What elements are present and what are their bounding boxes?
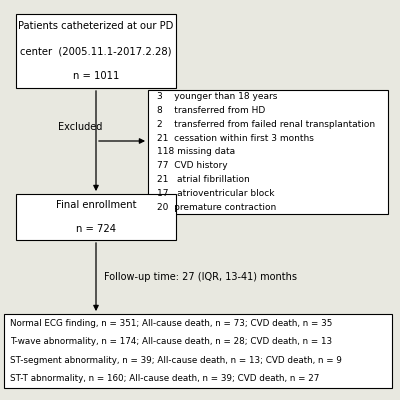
Text: T-wave abnormality, n = 174; All-cause death, n = 28; CVD death, n = 13: T-wave abnormality, n = 174; All-cause d… [10,337,332,346]
FancyBboxPatch shape [148,90,388,214]
Text: ST-segment abnormality, n = 39; All-cause death, n = 13; CVD death, n = 9: ST-segment abnormality, n = 39; All-caus… [10,356,342,365]
Text: 20  premature contraction: 20 premature contraction [157,203,276,212]
Text: n = 724: n = 724 [76,224,116,234]
FancyBboxPatch shape [16,194,176,240]
Text: 17   atrioventricular block: 17 atrioventricular block [157,189,274,198]
Text: Normal ECG finding, n = 351; All-cause death, n = 73; CVD death, n = 35: Normal ECG finding, n = 351; All-cause d… [10,319,332,328]
Text: Final enrollment: Final enrollment [56,200,136,210]
Text: 21   atrial fibrillation: 21 atrial fibrillation [157,175,250,184]
Text: 3    younger than 18 years: 3 younger than 18 years [157,92,277,101]
Text: Follow-up time: 27 (IQR, 13-41) months: Follow-up time: 27 (IQR, 13-41) months [104,272,296,282]
Text: 118 missing data: 118 missing data [157,148,235,156]
Text: center  (2005.11.1-2017.2.28): center (2005.11.1-2017.2.28) [20,46,172,56]
Text: 8    transferred from HD: 8 transferred from HD [157,106,265,115]
Text: Excluded: Excluded [58,122,102,132]
Text: 77  CVD history: 77 CVD history [157,161,228,170]
Text: Patients catheterized at our PD: Patients catheterized at our PD [18,21,174,31]
Text: 21  cessation within first 3 months: 21 cessation within first 3 months [157,134,314,143]
FancyBboxPatch shape [4,314,392,388]
Text: ST-T abnormality, n = 160; All-cause death, n = 39; CVD death, n = 27: ST-T abnormality, n = 160; All-cause dea… [10,374,319,383]
Text: 2    transferred from failed renal transplantation: 2 transferred from failed renal transpla… [157,120,375,129]
Text: n = 1011: n = 1011 [73,71,119,81]
FancyBboxPatch shape [16,14,176,88]
